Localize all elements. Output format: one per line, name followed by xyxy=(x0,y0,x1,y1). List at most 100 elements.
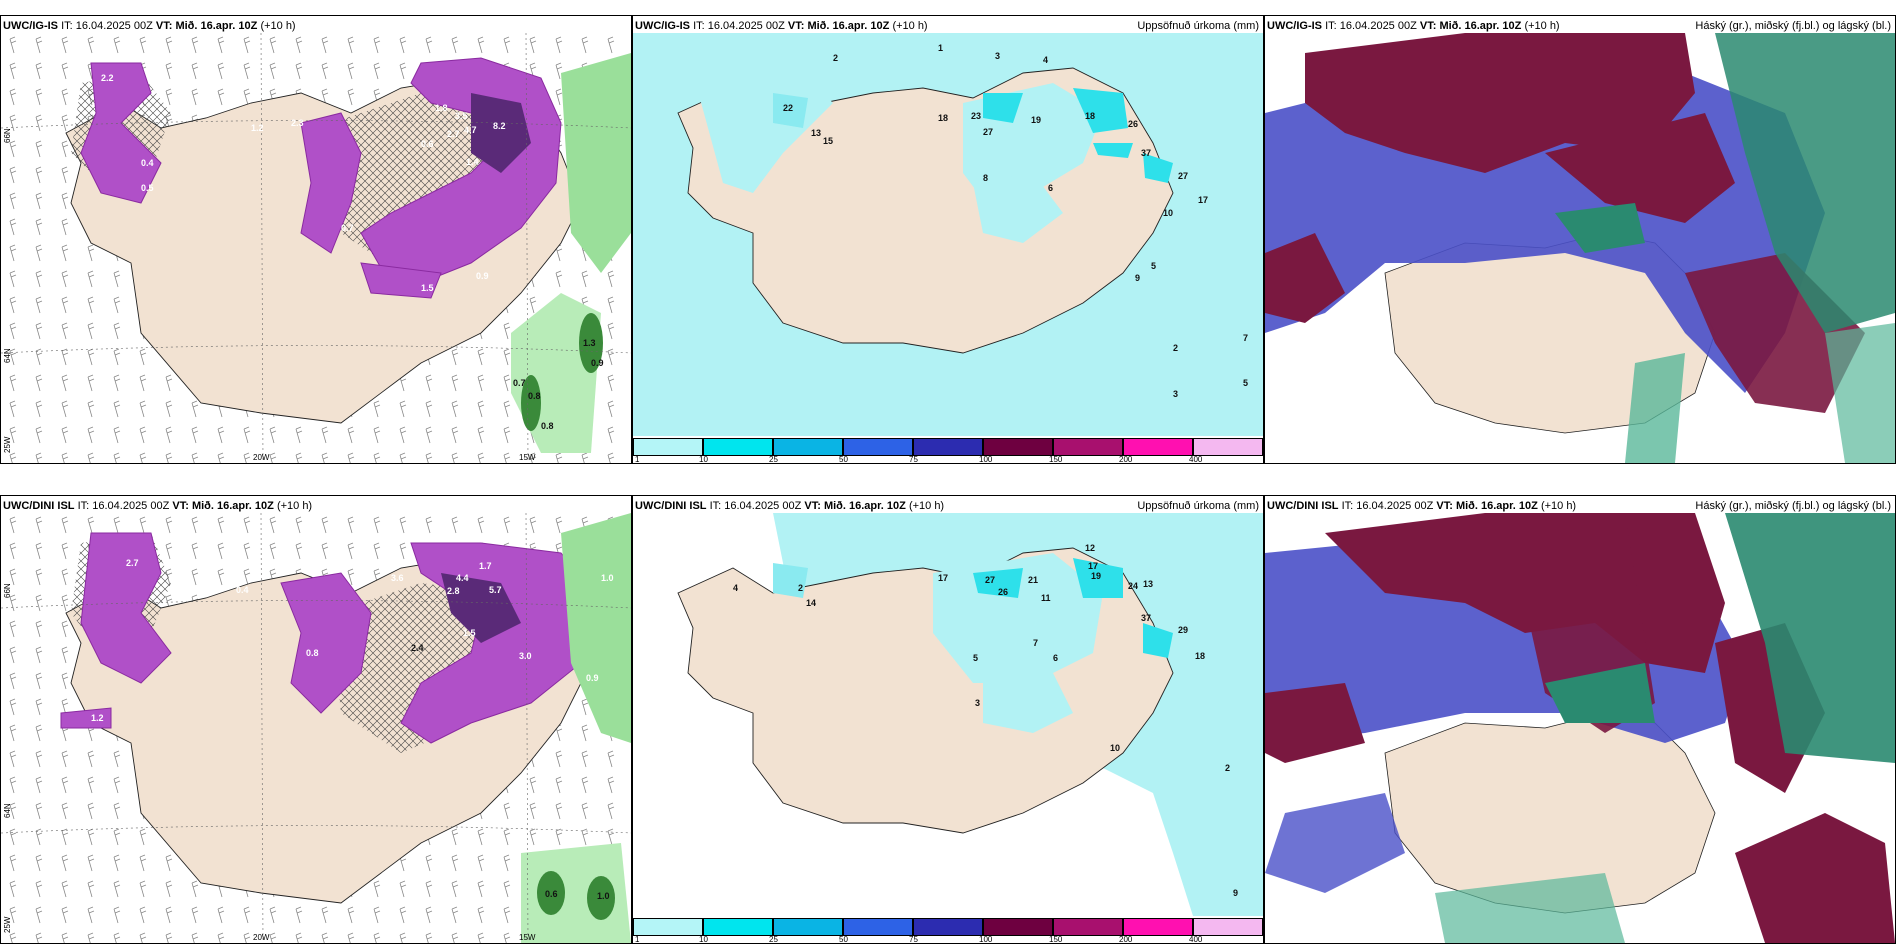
value-label: 8 xyxy=(983,173,989,183)
init-value: 16.04.2025 00Z xyxy=(724,500,802,512)
map-area[interactable]: 66N 64N 25W 20W 15W 2.2 2.3 8.2 3.5 4.7 … xyxy=(1,33,631,463)
value-label: 18 xyxy=(938,113,949,123)
value-label: 2 xyxy=(798,583,804,593)
value-label: 27 xyxy=(1178,171,1189,181)
value-label: 27 xyxy=(983,127,994,137)
value-label: 0.7 xyxy=(341,223,354,233)
value-label: 5 xyxy=(1243,378,1249,388)
low-cloud xyxy=(1725,513,1895,763)
init-value: 16.04.2025 00Z xyxy=(707,20,785,32)
iceland-land xyxy=(1384,712,1716,914)
wind-snow-map xyxy=(1,513,631,943)
value-label: 0.5 xyxy=(141,183,154,193)
valid-label: VT: xyxy=(155,20,173,32)
init-label: IT: xyxy=(61,20,73,32)
value-label: 5 xyxy=(1151,261,1157,271)
panel-header: UWC/DINI ISL IT: 16.04.2025 00Z VT: Mið.… xyxy=(1267,499,1891,513)
legend-tick-label: 1 xyxy=(635,935,640,944)
valid-value: Mið. 16.apr. 10Z xyxy=(175,20,258,32)
value-label: 2.3 xyxy=(291,118,304,128)
legend-tick-label: 10 xyxy=(699,935,708,944)
lon-label-mid: 20W xyxy=(253,933,270,942)
lead-time: (+10 h) xyxy=(1524,20,1560,32)
precip-legend: 1 10 25 50 75 100 150 200 400 xyxy=(633,436,1263,463)
value-label: 1.2 xyxy=(251,123,264,133)
value-label: 0.8 xyxy=(541,421,554,431)
low-cloud xyxy=(1715,33,1895,333)
model-label: UWC/DINI ISL xyxy=(3,500,75,512)
init-label: IT: xyxy=(709,500,722,512)
map-area[interactable]: 66N 64N 25W 20W 15W 2.7 3.6 4.4 2.8 5.7 … xyxy=(1,513,631,943)
panel-header: UWC/DINI ISL IT: 16.04.2025 00Z VT: Mið.… xyxy=(635,499,1259,513)
legend-tick-label: 200 xyxy=(1119,935,1133,944)
valid-label: VT: xyxy=(787,20,805,32)
value-label: 26 xyxy=(998,587,1009,597)
high-cloud xyxy=(1305,33,1695,173)
value-label: 18 xyxy=(1085,111,1096,121)
value-label: 13 xyxy=(811,128,822,138)
wind-snow-map xyxy=(1,33,631,463)
map-area[interactable]: 2 4 14 17 27 26 21 11 12 17 19 24 13 37 … xyxy=(633,513,1263,916)
model-label: UWC/DINI ISL xyxy=(635,500,707,512)
legend-swatch xyxy=(1193,918,1263,936)
init-value: 16.04.2025 00Z xyxy=(92,500,170,512)
value-label: 17 xyxy=(1198,195,1209,205)
value-label: 1.8 xyxy=(435,103,448,113)
value-label: 3 xyxy=(1173,389,1179,399)
value-label: 0.4 xyxy=(236,585,249,595)
lon-label-left: 25W xyxy=(3,436,12,453)
value-label: 5.7 xyxy=(489,585,502,595)
cloud-map xyxy=(1265,33,1895,463)
value-label: 2.7 xyxy=(126,558,139,568)
valid-value: Mið. 16.apr. 10Z xyxy=(191,500,274,512)
value-label: 0.8 xyxy=(306,648,319,658)
legend-tick-label: 10 xyxy=(699,455,708,464)
value-label: 3.0 xyxy=(519,651,532,661)
legend-tick-label: 200 xyxy=(1119,455,1133,464)
legend-tick-label: 100 xyxy=(979,935,993,944)
valid-label: VT: xyxy=(1419,20,1437,32)
value-label: 17 xyxy=(938,573,949,583)
valid-label: VT: xyxy=(1436,500,1453,512)
panel-dini-cloud: UWC/DINI ISL IT: 16.04.2025 00Z VT: Mið.… xyxy=(1264,495,1896,944)
valid-label: VT: xyxy=(172,500,189,512)
value-label: 3 xyxy=(975,698,981,708)
cloud-map xyxy=(1265,513,1895,943)
value-label: 10 xyxy=(1163,208,1174,218)
value-label: 1.0 xyxy=(601,573,614,583)
value-label: 1.5 xyxy=(463,628,476,638)
legend-tick-label: 50 xyxy=(839,455,848,464)
legend-swatch xyxy=(1123,438,1193,456)
legend-swatch xyxy=(843,438,913,456)
map-area[interactable]: 2 1 3 4 22 13 15 18 23 27 19 18 26 37 27… xyxy=(633,33,1263,436)
legend-tick-label: 1 xyxy=(635,455,640,464)
legend-swatch xyxy=(1123,918,1193,936)
legend-tick-label: 75 xyxy=(909,935,918,944)
value-label: 23 xyxy=(971,111,982,121)
lon-label-left: 25W xyxy=(3,916,12,933)
model-label: UWC/IG-IS xyxy=(1267,20,1322,32)
value-label: 2.4 xyxy=(411,643,424,653)
value-label: 11 xyxy=(1041,593,1051,603)
value-label: 0.9 xyxy=(476,271,489,281)
legend-tick-label: 75 xyxy=(909,455,918,464)
legend-swatch xyxy=(773,438,843,456)
init-label: IT: xyxy=(1325,20,1337,32)
lead-time: (+10 h) xyxy=(908,500,945,512)
map-area[interactable] xyxy=(1265,513,1895,943)
legend-swatch xyxy=(703,918,773,936)
legend-swatch xyxy=(773,918,843,936)
model-label: UWC/IG-IS xyxy=(635,20,690,32)
value-label: 2.8 xyxy=(447,586,460,596)
init-value: 16.04.2025 00Z xyxy=(1356,500,1434,512)
value-label: 3.6 xyxy=(391,573,404,583)
lon-label-mid: 20W xyxy=(253,453,270,462)
precip-map xyxy=(633,513,1263,916)
model-label: UWC/IG-IS xyxy=(3,20,58,32)
lead-time: (+10 h) xyxy=(260,20,296,32)
map-area[interactable] xyxy=(1265,33,1895,463)
lead-time: (+10 h) xyxy=(276,500,313,512)
value-label: 37 xyxy=(1141,148,1152,158)
value-label: 0.6 xyxy=(545,889,558,899)
value-label: 10 xyxy=(1110,743,1121,753)
